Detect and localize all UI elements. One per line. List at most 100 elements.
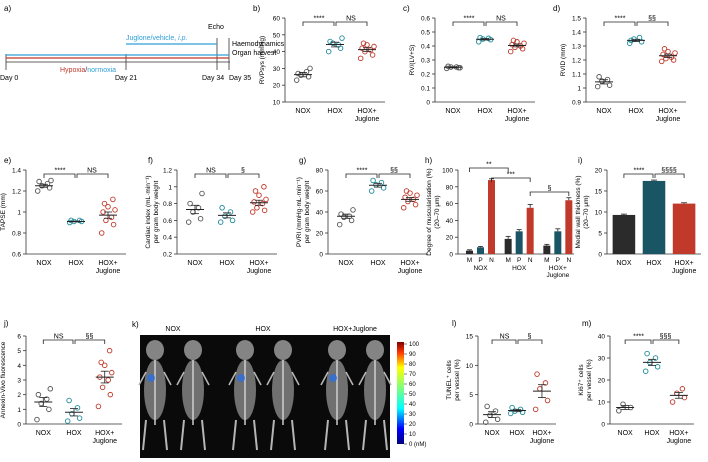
x-tick-label: NOX	[618, 430, 634, 437]
data-point	[403, 188, 410, 194]
y-tick-label: 60	[316, 189, 324, 196]
y-tick-label: 0.3	[421, 58, 430, 65]
y-axis-label-line: (20–70 μm)	[434, 195, 441, 228]
data-point	[252, 188, 259, 194]
x-tick-label: Juglone	[247, 268, 272, 275]
mouse-arm	[320, 371, 329, 386]
data-point	[259, 200, 266, 207]
data-point	[105, 377, 111, 383]
y-axis-label: Cardiac index (mL·min⁻¹)per gram body we…	[145, 175, 160, 248]
x-tick-label: Juglone	[656, 116, 681, 123]
y-tick-label: 1.1	[572, 72, 581, 79]
mouse-head	[146, 340, 164, 360]
day-label: Day 0	[0, 75, 18, 82]
data-point	[112, 207, 118, 213]
sig-label: §	[548, 186, 552, 193]
y-axis-label: TAPSE (mm)	[0, 193, 7, 231]
y-tick-label: 50	[273, 32, 281, 39]
y-tick-label: 60	[273, 16, 281, 23]
sig-label: ****	[357, 168, 368, 175]
mouse-leg	[253, 419, 258, 451]
data-point	[46, 406, 52, 413]
x-tick-label: HOX+	[674, 260, 693, 267]
y-tick-label: 0	[601, 422, 605, 429]
fluorescence-spot	[237, 374, 245, 382]
mouse-head	[328, 340, 346, 360]
x-tick-label: HOX+	[669, 430, 688, 437]
y-axis-label-line: PVRI (mmHg·mL·min⁻¹)	[296, 177, 303, 247]
imaging-group-label: NOX	[165, 326, 181, 333]
data-point	[95, 403, 102, 410]
data-point	[369, 52, 376, 58]
y-tick-label: 40	[446, 218, 454, 225]
data-point	[263, 196, 269, 203]
data-point	[477, 34, 483, 41]
slash-word: /	[85, 67, 87, 74]
sig-label: §§	[85, 334, 93, 341]
data-point	[669, 399, 676, 405]
mouse-leg	[324, 419, 329, 451]
data-point	[679, 386, 686, 392]
sig-label: NS	[346, 16, 356, 23]
panel-label: i)	[578, 156, 583, 165]
y-axis-label-line: per gram body weight	[304, 181, 311, 244]
y-axis-label-line: per vessel (%)	[454, 359, 461, 401]
sig-label: NS	[54, 334, 64, 341]
sig-bracket	[74, 339, 106, 344]
x-tick-label: HOX	[644, 430, 660, 437]
sig-label: ****	[55, 168, 66, 175]
sig-bracket	[194, 173, 227, 178]
colorbar-tick-label: 60	[409, 382, 416, 388]
chart-j: j) 0 1 2 3 4 5 6 Annexin-Vivo fluorescence NOX HOX…	[0, 319, 122, 445]
panel-label: j)	[3, 319, 9, 328]
mouse-scan	[228, 340, 262, 451]
data-point	[339, 35, 345, 41]
hypoxia-word: Hypoxia	[60, 67, 85, 74]
bar-label: N	[566, 257, 571, 264]
data-point	[534, 371, 540, 377]
x-tick-label: NOX	[484, 430, 500, 437]
mouse-leg	[362, 419, 367, 451]
sig-bracket	[654, 173, 685, 178]
treatment-label: Juglone/vehicle, i.p.	[126, 35, 188, 42]
y-tick-label: 20	[598, 378, 606, 385]
group-label: Juglone	[546, 272, 569, 279]
y-tick-label: 1	[577, 86, 581, 93]
y-tick-label: 1	[17, 407, 21, 414]
data-point	[654, 364, 661, 370]
x-tick-label: HOX	[68, 260, 84, 267]
sig-bracket	[491, 339, 517, 344]
y-tick-label: 100	[442, 168, 453, 175]
data-point	[378, 179, 385, 186]
x-tick-label: HOX+	[507, 108, 526, 115]
data-point	[674, 390, 680, 396]
y-tick-label: 1.5	[572, 16, 581, 23]
hypoxia-normoxia-label: Hypoxia/normoxia	[60, 67, 116, 74]
x-tick-label: Juglone	[96, 268, 121, 275]
x-tick-label: NOX	[616, 260, 632, 267]
sig-label: ****	[633, 334, 644, 341]
bar	[515, 231, 523, 254]
colorbar-tick-label: 50	[409, 392, 416, 398]
imaging-group-label: HOX	[255, 326, 271, 333]
chart-b: b) 10 20 30 40 50 60 RVPsys (mmHg) NOX HOX HOX+Jug…	[253, 4, 385, 123]
data-point	[107, 391, 114, 398]
mouse-leg	[383, 419, 388, 451]
y-tick-label: 5	[17, 348, 21, 355]
panel-label: m)	[582, 319, 592, 328]
data-point	[76, 415, 83, 421]
y-tick-label: 1.2	[12, 189, 21, 196]
y-tick-label: 1.4	[12, 168, 21, 175]
imaging-panel: k) NOX HOX HOX+Juglone 100 90 80 70 60 50 40 30…	[132, 320, 426, 458]
y-axis-label: RVPsys (mmHg)	[259, 36, 266, 84]
y-tick-label: 1	[168, 184, 172, 191]
bar-label: M	[544, 257, 549, 264]
mouse-arm	[345, 371, 354, 386]
data-point	[672, 50, 678, 56]
data-point	[642, 368, 649, 374]
data-point	[371, 43, 377, 50]
mouse-leg	[345, 419, 350, 451]
data-point	[370, 177, 376, 184]
chart-i: i) 0 5 10 15 20 Medial wall thickness (%)(20–7…	[575, 156, 701, 275]
